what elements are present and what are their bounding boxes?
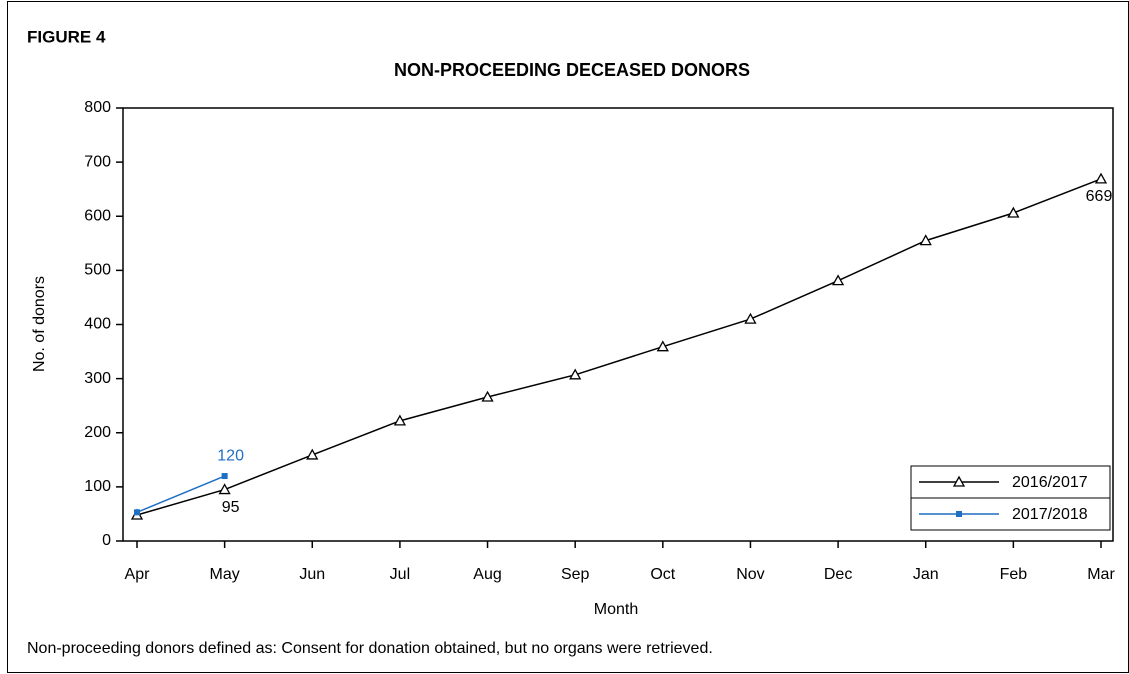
x-tick-label: Jun: [299, 566, 325, 583]
y-tick-label: 200: [84, 424, 111, 441]
y-tick-label: 400: [84, 316, 111, 333]
data-point: [218, 483, 231, 495]
y-tick-label: 600: [84, 207, 111, 224]
x-tick-label: Sep: [561, 566, 590, 583]
data-point: [1094, 172, 1108, 184]
y-axis-label: No. of donors: [31, 276, 48, 372]
data-point: [744, 312, 757, 324]
data-point: [831, 274, 845, 286]
x-tick-label: Jul: [390, 566, 410, 583]
x-tick-label: Jan: [913, 566, 939, 583]
x-tick-label: Aug: [473, 566, 501, 583]
x-tick-label: Nov: [736, 566, 764, 583]
y-tick-label: 100: [84, 478, 111, 495]
data-point: [134, 509, 140, 516]
y-tick-label: 500: [84, 262, 111, 279]
legend-label: 2017/2018: [1012, 506, 1088, 523]
x-axis-label: Month: [594, 601, 638, 618]
x-tick-label: Oct: [650, 566, 675, 583]
x-tick-label: Feb: [1000, 566, 1028, 583]
chart-title: NON-PROCEEDING DECEASED DONORS: [394, 60, 750, 80]
data-label: 120: [217, 447, 244, 464]
data-point: [656, 340, 669, 352]
data-label: 669: [1086, 188, 1113, 205]
x-tick-label: Apr: [125, 566, 151, 583]
y-tick-label: 700: [84, 153, 111, 170]
data-point: [221, 473, 228, 480]
x-tick-label: May: [210, 566, 240, 583]
series-line: [136, 475, 225, 514]
data-point: [919, 234, 932, 246]
x-tick-label: Dec: [824, 566, 852, 583]
data-point: [481, 390, 494, 402]
data-point: [1007, 206, 1020, 218]
x-tick-label: Mar: [1087, 566, 1115, 583]
footnote: Non-proceeding donors defined as: Consen…: [27, 640, 713, 657]
y-tick-label: 300: [84, 370, 111, 387]
y-tick-label: 0: [102, 532, 111, 549]
y-tick-label: 800: [84, 99, 111, 116]
legend-marker: [952, 475, 966, 487]
legend-label: 2016/2017: [1012, 474, 1088, 491]
legend-marker: [956, 511, 962, 517]
data-point: [393, 414, 407, 426]
figure-label: FIGURE 4: [27, 27, 106, 46]
data-point: [306, 448, 319, 460]
data-label: 95: [222, 499, 240, 516]
series-line: [136, 178, 1102, 516]
data-point: [569, 368, 582, 380]
